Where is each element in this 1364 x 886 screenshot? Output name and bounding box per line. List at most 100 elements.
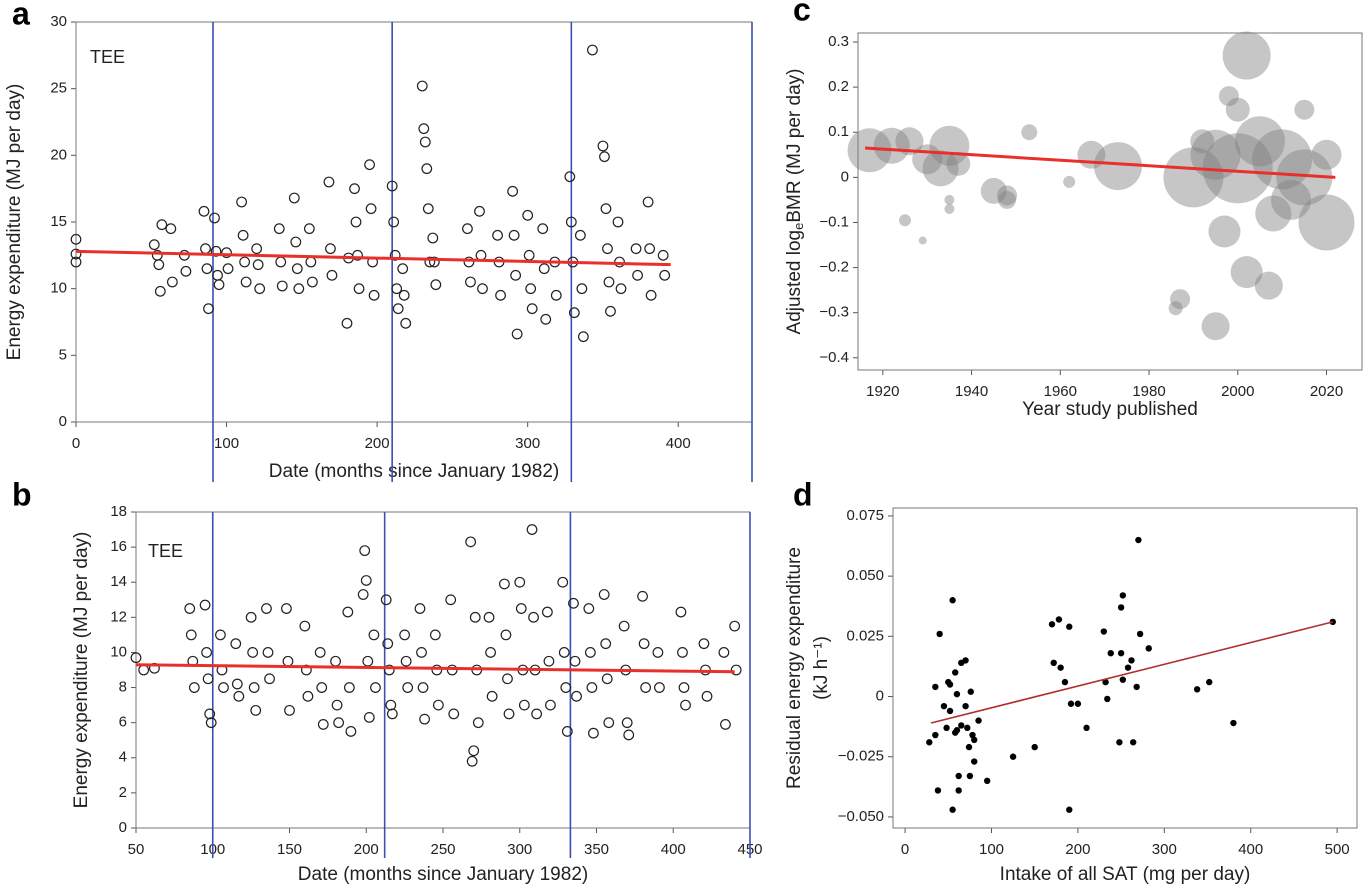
trend-line bbox=[865, 146, 1336, 179]
data-point bbox=[188, 682, 200, 693]
panel-letter: d bbox=[793, 476, 813, 512]
bubble bbox=[895, 127, 924, 156]
data-point bbox=[630, 243, 642, 255]
data-point bbox=[213, 279, 225, 291]
data-point bbox=[386, 708, 398, 720]
bubble bbox=[1255, 195, 1292, 232]
data-point bbox=[675, 606, 687, 618]
data-point bbox=[70, 248, 82, 260]
data-point bbox=[391, 283, 403, 295]
y-label-part: BMR (MJ per day) bbox=[784, 69, 805, 223]
y-tick-label: 0.075 bbox=[846, 507, 884, 524]
data-point bbox=[247, 647, 259, 658]
data-point bbox=[149, 662, 160, 674]
data-point bbox=[483, 611, 495, 623]
x-tick-label: 150 bbox=[277, 841, 302, 858]
data-point bbox=[290, 236, 302, 248]
data-point bbox=[528, 611, 539, 623]
data-point bbox=[550, 289, 562, 301]
data-point bbox=[936, 630, 943, 638]
y-tick-label: 12 bbox=[110, 608, 127, 625]
data-point bbox=[485, 647, 496, 658]
data-point bbox=[305, 256, 317, 268]
data-point bbox=[599, 151, 610, 163]
data-point bbox=[600, 203, 612, 215]
data-point bbox=[1145, 645, 1152, 652]
data-point bbox=[148, 239, 160, 251]
data-point bbox=[306, 276, 318, 288]
data-point bbox=[967, 688, 974, 695]
data-point bbox=[368, 289, 380, 301]
x-tick-label: 50 bbox=[128, 841, 145, 858]
data-point bbox=[541, 606, 553, 618]
data-point bbox=[416, 80, 428, 92]
data-point bbox=[201, 263, 213, 275]
data-point bbox=[1107, 649, 1114, 657]
data-point bbox=[729, 620, 741, 632]
data-point bbox=[962, 657, 969, 664]
bubble bbox=[1093, 142, 1142, 191]
data-point bbox=[1061, 678, 1069, 686]
data-point bbox=[640, 682, 652, 693]
bubble bbox=[1170, 289, 1191, 310]
data-point bbox=[202, 673, 214, 685]
data-point bbox=[969, 731, 976, 739]
y-tick-label: 0 bbox=[59, 413, 67, 430]
data-point bbox=[469, 611, 481, 623]
data-point bbox=[432, 699, 444, 711]
data-point bbox=[652, 647, 664, 658]
x-tick-label: 400 bbox=[1238, 841, 1263, 858]
data-point bbox=[299, 620, 311, 632]
plot-frame bbox=[75, 21, 753, 423]
data-point bbox=[275, 256, 287, 268]
plot-frame bbox=[892, 507, 1358, 829]
x-tick-label: 100 bbox=[214, 435, 239, 452]
data-point bbox=[212, 269, 223, 281]
plot-frame bbox=[857, 32, 1363, 371]
data-point bbox=[293, 283, 305, 295]
data-point bbox=[584, 647, 596, 658]
data-point bbox=[558, 647, 570, 658]
data-point bbox=[429, 629, 441, 641]
data-point bbox=[326, 269, 338, 281]
data-point bbox=[588, 727, 599, 739]
data-point bbox=[428, 256, 440, 268]
data-point bbox=[383, 664, 395, 676]
data-point bbox=[1055, 616, 1063, 623]
data-point bbox=[1117, 604, 1125, 611]
data-point bbox=[983, 777, 991, 785]
bubble bbox=[1202, 133, 1273, 204]
x-tick-label: 100 bbox=[979, 841, 1004, 858]
x-axis-label: Year study published bbox=[1022, 399, 1198, 420]
data-point bbox=[231, 678, 243, 690]
x-tick-label: 250 bbox=[430, 841, 455, 858]
data-point bbox=[448, 708, 460, 720]
bubble bbox=[1201, 312, 1230, 341]
bubble bbox=[873, 127, 910, 164]
data-point bbox=[218, 682, 229, 693]
data-point bbox=[154, 285, 166, 297]
data-point bbox=[586, 682, 598, 693]
bubble bbox=[997, 185, 1018, 206]
data-point bbox=[698, 638, 710, 650]
data-point bbox=[421, 163, 433, 175]
data-point bbox=[323, 176, 335, 188]
data-point bbox=[251, 243, 263, 255]
y-tick-label: 5 bbox=[59, 346, 67, 363]
trend-line bbox=[75, 249, 671, 267]
y-tick-label: 4 bbox=[119, 749, 127, 766]
y-tick-label: −0.3 bbox=[819, 304, 849, 321]
data-point bbox=[632, 269, 643, 281]
data-point bbox=[1067, 700, 1075, 707]
data-point bbox=[949, 806, 956, 813]
data-point bbox=[236, 196, 248, 208]
data-point bbox=[730, 664, 742, 676]
data-point bbox=[955, 787, 962, 794]
panel-letter: c bbox=[793, 0, 811, 27]
bubble bbox=[1190, 129, 1241, 180]
data-point bbox=[314, 647, 326, 658]
data-point bbox=[284, 704, 295, 716]
x-tick-label: 200 bbox=[365, 435, 390, 452]
annotation: TEE bbox=[90, 47, 125, 67]
data-point bbox=[185, 629, 197, 641]
